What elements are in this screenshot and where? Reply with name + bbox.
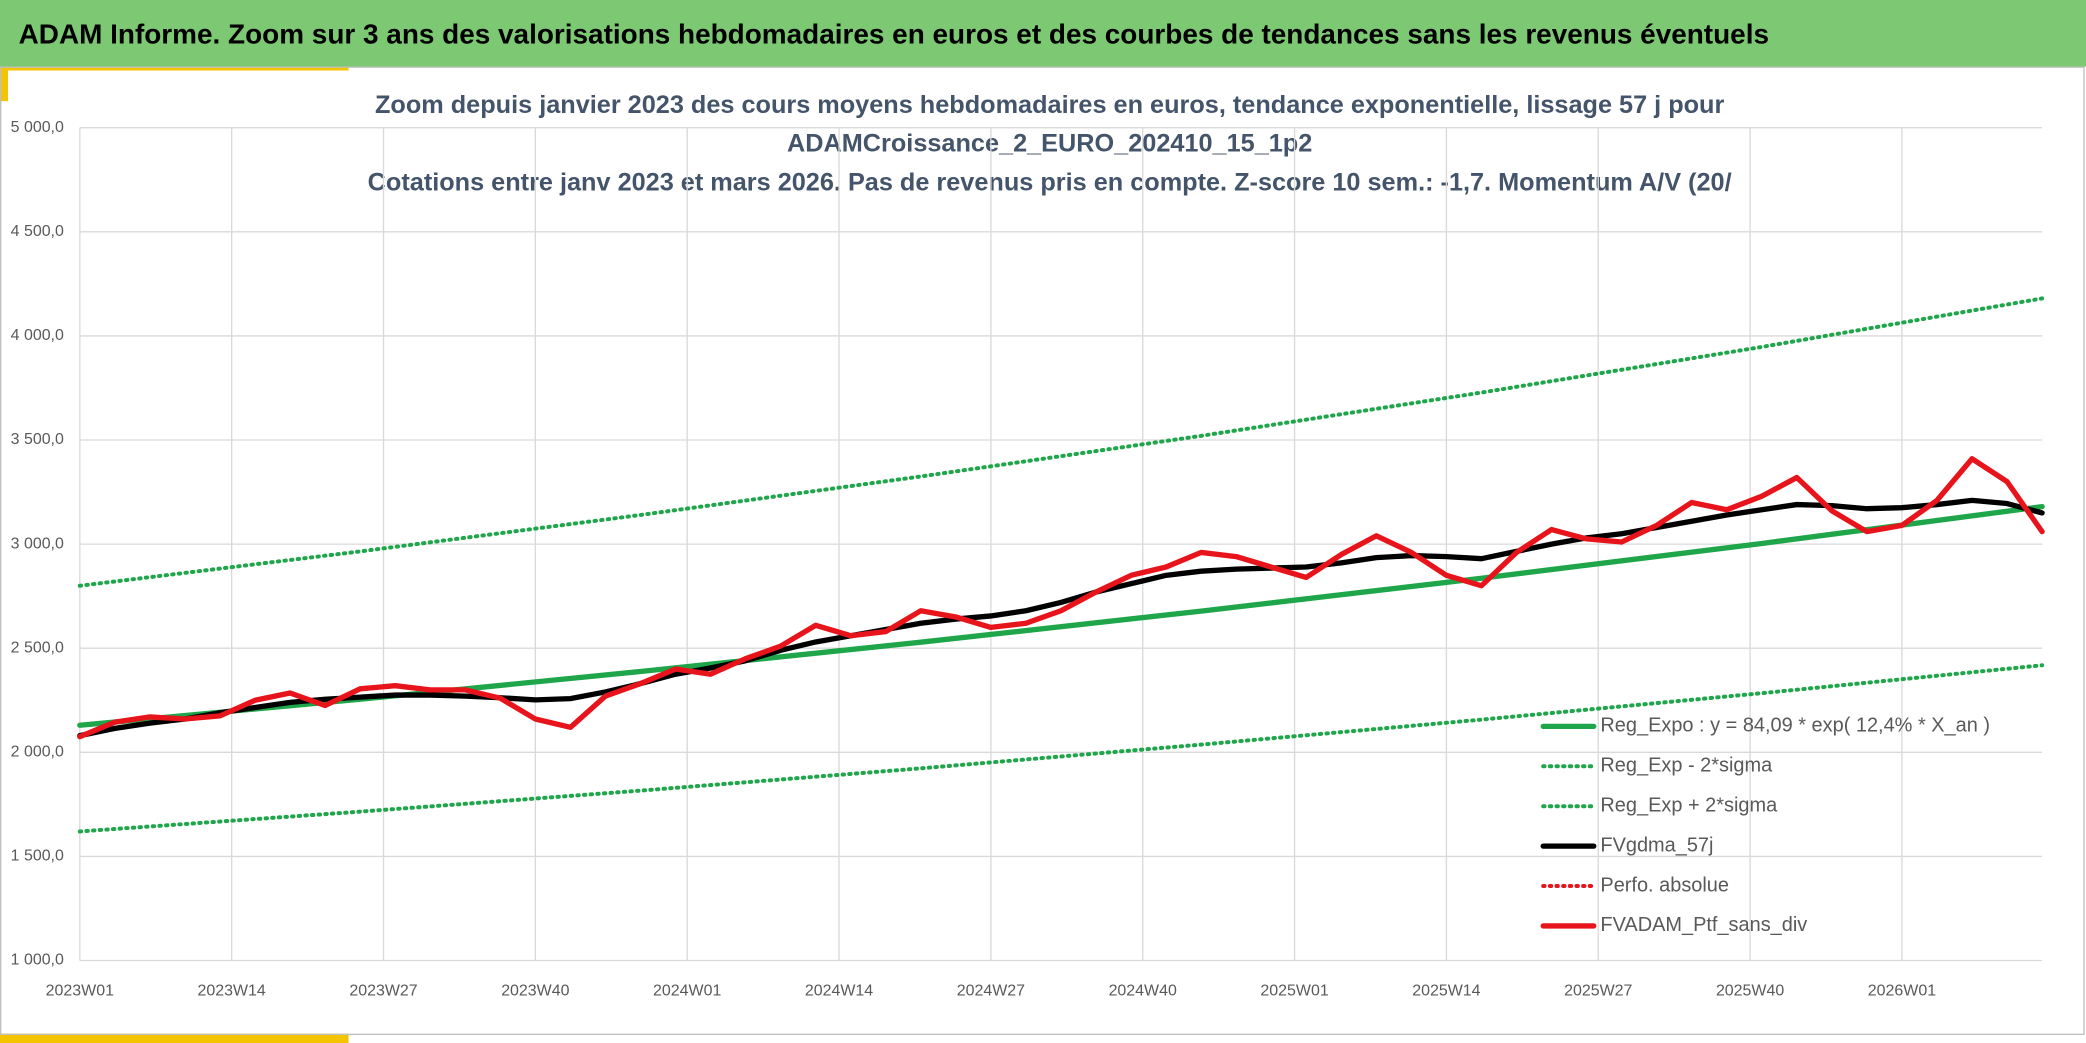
frame <box>0 66 2085 1036</box>
header-title: ADAM Informe. Zoom sur 3 ans des valoris… <box>19 18 1769 49</box>
y-tick-label: 1 500,0 <box>11 848 64 865</box>
x-tick-label: 2024W27 <box>957 982 1025 999</box>
y-tick-label: 2 500,0 <box>11 639 64 656</box>
series-line <box>77 663 2045 834</box>
accent <box>0 1033 349 1043</box>
series-line <box>77 296 2045 588</box>
series-line <box>77 497 2045 739</box>
x-tick-label: 2023W01 <box>46 982 114 999</box>
legend-label: Reg_Exp + 2*sigma <box>1600 794 1778 816</box>
legend-label: Reg_Exp - 2*sigma <box>1600 755 1773 777</box>
x-tick-label: 2023W27 <box>349 982 417 999</box>
x-tick-label: 2026W01 <box>1868 982 1936 999</box>
y-tick-label: 3 000,0 <box>11 535 64 552</box>
chart-title: ADAMCroissance_2_EURO_202410_15_1p2 <box>787 130 1312 158</box>
y-tick-label: 4 500,0 <box>11 223 64 240</box>
legend-label: Perfo. absolue <box>1600 874 1729 896</box>
y-tick-label: 4 000,0 <box>11 327 64 344</box>
x-tick-label: 2024W01 <box>653 982 721 999</box>
x-tick-label: 2025W14 <box>1412 982 1480 999</box>
x-tick-label: 2023W14 <box>198 982 266 999</box>
series-line <box>77 503 2045 728</box>
chart-title: Zoom depuis janvier 2023 des cours moyen… <box>375 91 1725 119</box>
x-tick-label: 2025W01 <box>1260 982 1328 999</box>
y-tick-label: 3 500,0 <box>11 431 64 448</box>
legend-label: FVgdma_57j <box>1600 834 1713 856</box>
x-tick-label: 2025W27 <box>1564 982 1632 999</box>
series-line <box>77 456 2045 740</box>
accent <box>0 66 8 102</box>
chart-title: Cotations entre janv 2023 et mars 2026. … <box>368 168 1732 196</box>
x-tick-label: 2025W40 <box>1716 982 1784 999</box>
x-tick-label: 2024W14 <box>805 982 873 999</box>
y-tick-label: 2 000,0 <box>11 744 64 761</box>
x-tick-label: 2023W40 <box>501 982 569 999</box>
header-bar <box>0 0 2086 67</box>
x-tick-label: 2024W40 <box>1109 982 1177 999</box>
accent <box>7 66 349 71</box>
legend-label: Reg_Expo : y = 84,09 * exp( 12,4% * X_an… <box>1600 715 1990 737</box>
y-tick-label: 5 000,0 <box>11 119 64 136</box>
y-tick-label: 1 000,0 <box>11 952 64 969</box>
legend-label: FVADAM_Ptf_sans_div <box>1600 914 1807 936</box>
